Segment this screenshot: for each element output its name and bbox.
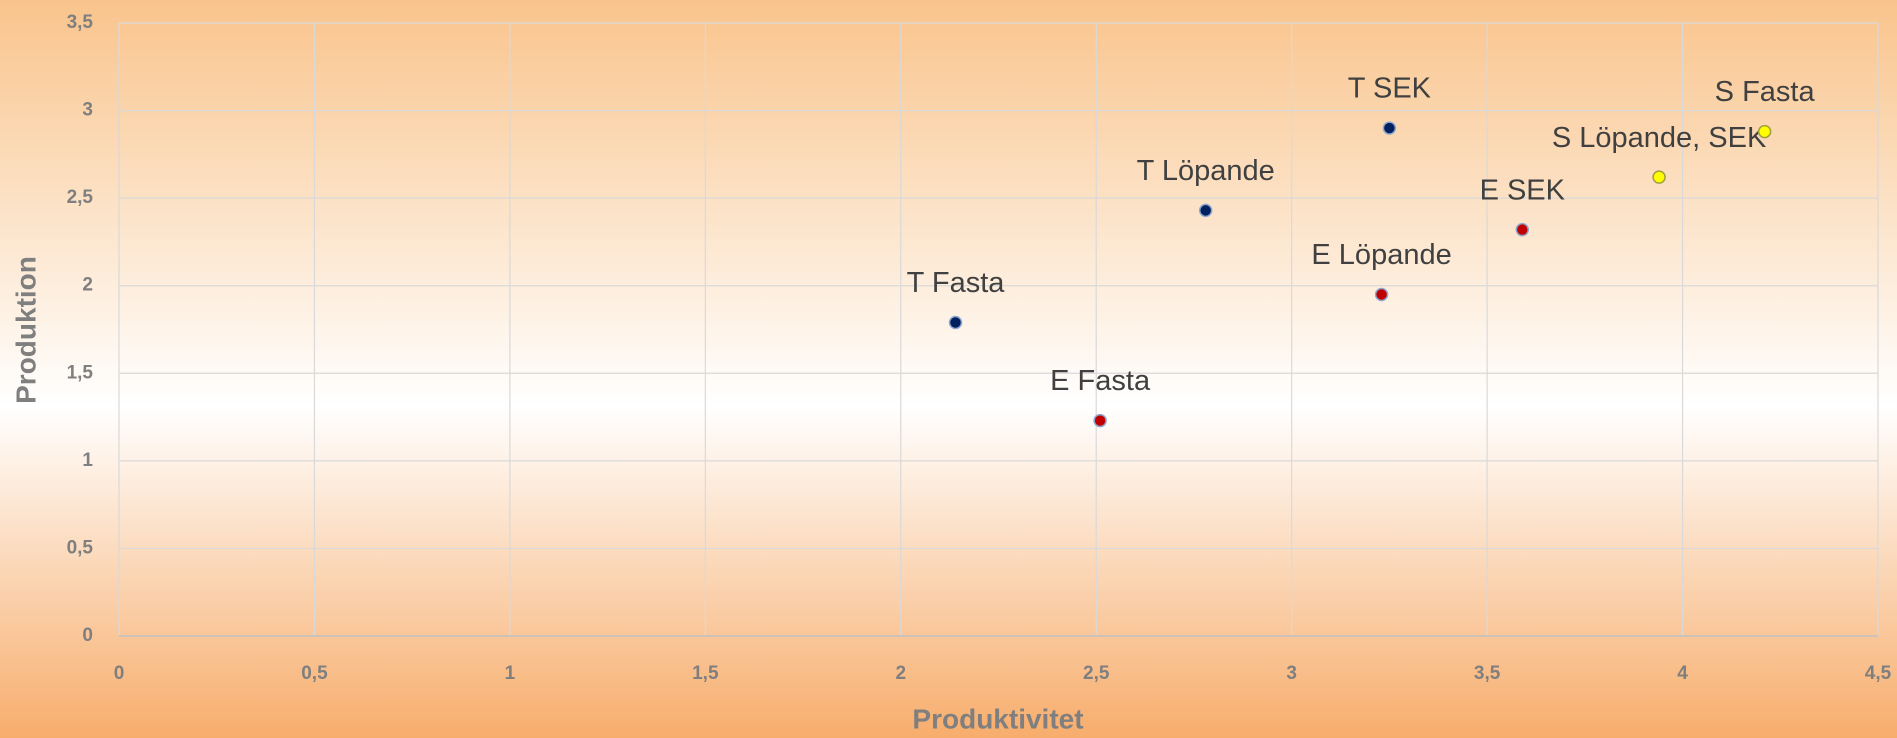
- y-tick-label: 2,5: [67, 187, 94, 208]
- x-tick-label: 3: [1286, 663, 1297, 684]
- x-tick-label: 1,5: [692, 663, 719, 684]
- y-axis-title: Produktion: [10, 256, 41, 404]
- x-tick-label: 2: [895, 663, 906, 684]
- y-tick-label: 2: [82, 275, 93, 296]
- data-label: E Löpande: [1311, 239, 1451, 271]
- x-tick-label: 2,5: [1083, 663, 1110, 684]
- point: [948, 315, 963, 330]
- x-tick-label: 0,5: [301, 663, 328, 684]
- x-tick-label: 1: [505, 663, 516, 684]
- data-label: T Fasta: [907, 267, 1006, 299]
- data-label: T SEK: [1348, 73, 1432, 105]
- data-label: E SEK: [1480, 174, 1566, 206]
- point: [1757, 124, 1772, 139]
- x-tick-label: 4: [1677, 663, 1688, 684]
- x-tick-label: 3,5: [1474, 663, 1501, 684]
- data-label: E Fasta: [1050, 365, 1151, 397]
- point: [1374, 287, 1389, 302]
- y-tick-label: 1: [82, 450, 93, 471]
- point: [1093, 413, 1107, 428]
- point: [1198, 203, 1213, 218]
- data-label: S Löpande, SEK: [1552, 122, 1767, 154]
- y-tick-label: 1,5: [67, 362, 94, 383]
- point: [1652, 170, 1666, 184]
- x-tick-label: 4,5: [1865, 663, 1892, 684]
- data-label: T Löpande: [1137, 155, 1275, 187]
- x-axis-title: Produktivitet: [912, 703, 1083, 734]
- x-tick-label: 0: [114, 663, 125, 684]
- y-tick-label: 0: [82, 625, 93, 646]
- y-tick-label: 3,5: [67, 12, 94, 33]
- data-label: S Fasta: [1715, 76, 1816, 108]
- point: [1382, 121, 1397, 135]
- y-tick-label: 0,5: [67, 537, 94, 558]
- y-tick-label: 3: [82, 100, 93, 121]
- point: [1515, 222, 1530, 237]
